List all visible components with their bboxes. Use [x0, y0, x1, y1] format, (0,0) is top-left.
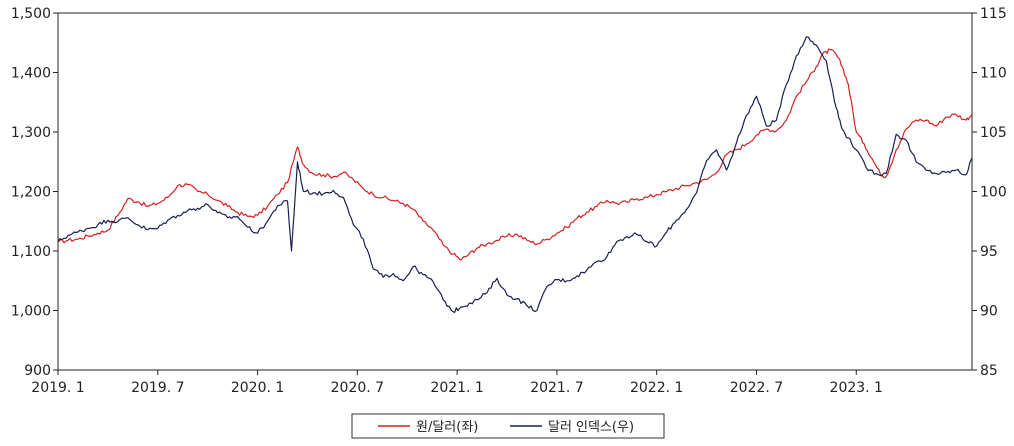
plot-area — [57, 12, 973, 371]
legend-label-dollar-index: 달러 인덱스(우) — [548, 420, 634, 435]
y-left-tick-label: 1,100 — [11, 244, 51, 260]
series-layer — [57, 36, 973, 313]
y-left-tick-label: 1,200 — [11, 185, 51, 201]
y-right-tick-label: 105 — [980, 125, 1007, 141]
x-tick-label: 2021. 7 — [530, 380, 583, 396]
series-line-dollar-index — [57, 36, 973, 313]
y-right-tick-label: 90 — [980, 304, 998, 320]
y-right-tick-label: 100 — [980, 185, 1007, 201]
y-right-tick-label: 85 — [980, 363, 998, 379]
y-left-tick-label: 900 — [24, 363, 51, 379]
x-tick-label: 2023. 1 — [830, 380, 883, 396]
y-right-tick-label: 110 — [980, 66, 1007, 82]
y-left-tick-label: 1,000 — [11, 304, 51, 320]
y-left-tick-label: 1,400 — [11, 66, 51, 82]
y-left-tick-label: 1,500 — [11, 6, 51, 22]
series-line-krw-usd — [57, 48, 973, 261]
x-tick-label: 2019. 1 — [31, 380, 84, 396]
x-tick-label: 2019. 7 — [131, 380, 184, 396]
y-right-tick-label: 95 — [980, 244, 998, 260]
x-tick-label: 2020. 1 — [231, 380, 284, 396]
x-tick-label: 2020. 7 — [331, 380, 384, 396]
y-left-tick-label: 1,300 — [11, 125, 51, 141]
y-right-tick-label: 115 — [980, 6, 1007, 22]
axis-layer: 900 1,000 1,100 1,200 1,300 1,400 1,500 85 90 95 1… — [11, 6, 1007, 396]
legend: 원/달러(좌) 달러 인덱스(우) — [351, 413, 665, 439]
x-tick-label: 2022. 1 — [630, 380, 683, 396]
legend-label-krw-usd: 원/달러(좌) — [416, 420, 478, 435]
x-tick-label: 2022. 7 — [730, 380, 783, 396]
x-tick-label: 2021. 1 — [430, 380, 483, 396]
